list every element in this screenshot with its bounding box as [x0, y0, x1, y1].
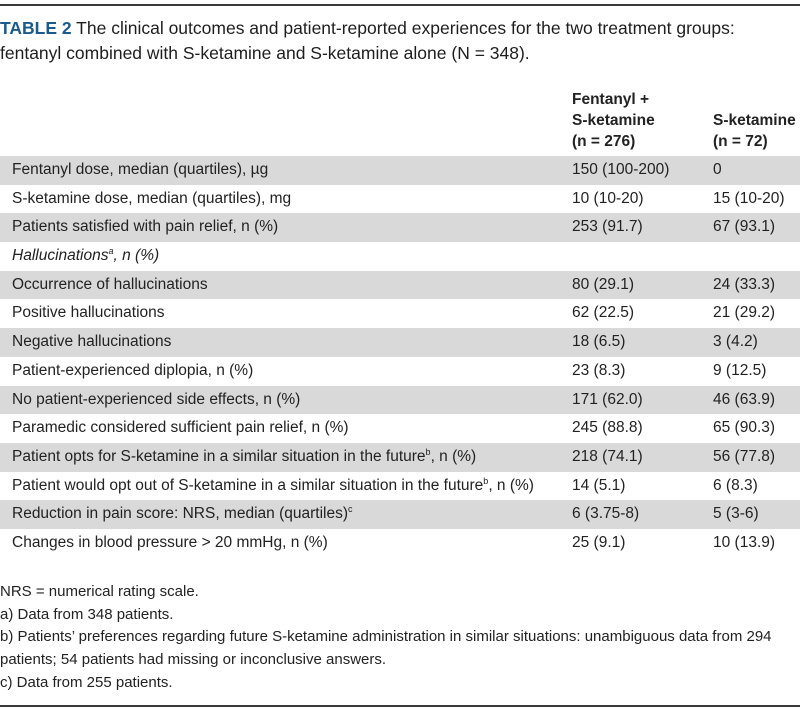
footnote: a) Data from 348 patients.: [0, 605, 174, 623]
cell-s-ketamine: 46 (63.9): [707, 385, 800, 415]
header-col2-line: S-ketamine: [713, 112, 796, 129]
row-label: Changes in blood pressure > 20 mmHg, n (…: [0, 528, 566, 558]
top-rule: [0, 4, 800, 6]
table-row: S-ketamine dose, median (quartiles), mg 1…: [0, 184, 800, 214]
row-label: Reduction in pain score: NRS, median (qu…: [0, 500, 566, 529]
table-row: Reduction in pain score: NRS, median (qu…: [0, 500, 800, 529]
table-row: Positive hallucinations 62 (22.5) 21 (29.2…: [0, 299, 800, 329]
cell-fentanyl-s-ketamine: 6 (3.75-8): [566, 500, 707, 529]
cell-s-ketamine: 0: [707, 156, 800, 185]
row-label: No patient-experienced side effects, n (…: [0, 385, 566, 415]
table-row: Occurrence of hallucinations 80 (29.1) 24 …: [0, 270, 800, 300]
row-label-text: Changes in blood pressure > 20 mmHg, n (…: [12, 533, 328, 551]
row-label: Patient opts for S-ketamine in a similar…: [0, 442, 566, 472]
row-label-footnote-marker: b: [425, 446, 431, 457]
row-label: Fentanyl dose, median (quartiles), µg: [0, 156, 566, 185]
row-label-text: Patient opts for S-ketamine in a similar…: [12, 447, 426, 465]
row-label-text: Patients satisfied with pain relief, n (…: [12, 218, 279, 236]
table-row: Patient-experienced diplopia, n (%) 23 (8…: [0, 356, 800, 386]
cell-fentanyl-s-ketamine: 18 (6.5): [566, 328, 707, 357]
cell-s-ketamine: 15 (10-20): [707, 184, 800, 214]
row-label-text: Positive hallucinations: [12, 304, 165, 322]
cell-fentanyl-s-ketamine: 245 (88.8): [566, 414, 707, 443]
table-row: No patient-experienced side effects, n (…: [0, 385, 800, 415]
header-label-col: [0, 82, 566, 156]
row-label: Negative hallucinations: [0, 328, 566, 357]
table-row: Hallucinationsa, n (%): [0, 242, 800, 271]
row-label-text: Fentanyl dose, median (quartiles), µg: [12, 161, 269, 178]
cell-fentanyl-s-ketamine: 10 (10-20): [566, 184, 707, 214]
row-label: Patients satisfied with pain relief, n (…: [0, 213, 566, 243]
row-label-text: Patient-experienced diplopia, n (%): [12, 361, 254, 379]
cell-s-ketamine: 5 (3-6): [707, 500, 800, 529]
row-label: Patient-experienced diplopia, n (%): [0, 356, 566, 386]
row-label: Occurrence of hallucinations: [0, 270, 566, 300]
header-col1-line: (n = 276): [572, 133, 636, 150]
cell-s-ketamine: 21 (29.2): [707, 299, 800, 329]
cell-s-ketamine: 24 (33.3): [707, 270, 800, 300]
table-row: Negative hallucinations 18 (6.5) 3 (4.2): [0, 328, 800, 357]
bottom-rule: [0, 705, 800, 707]
cell-s-ketamine: 10 (13.9): [707, 528, 800, 558]
row-label-text: Hallucinations: [12, 247, 109, 265]
cell-fentanyl-s-ketamine: 25 (9.1): [566, 528, 707, 558]
header-fentanyl-s-ketamine: Fentanyl + S-ketamine (n = 276): [566, 82, 707, 156]
header-col1-line: S-ketamine: [572, 112, 655, 129]
table-row: Patient opts for S-ketamine in a similar…: [0, 442, 800, 472]
cell-fentanyl-s-ketamine: 150 (100-200): [566, 156, 707, 185]
cell-fentanyl-s-ketamine: 80 (29.1): [566, 270, 707, 300]
cell-s-ketamine: 6 (8.3): [707, 471, 800, 501]
cell-fentanyl-s-ketamine: 171 (62.0): [566, 385, 707, 415]
row-label-footnote-marker: a: [108, 245, 114, 256]
table-body: Fentanyl dose, median (quartiles), µg 150…: [0, 156, 800, 558]
cell-fentanyl-s-ketamine: 253 (91.7): [566, 213, 707, 243]
table-label: TABLE 2: [0, 18, 72, 38]
caption-text: The clinical outcomes and patient-report…: [0, 18, 735, 63]
table-row: Paramedic considered sufficient pain rel…: [0, 414, 800, 443]
row-label: Positive hallucinations: [0, 299, 566, 329]
row-label-text: Occurrence of hallucinations: [12, 275, 208, 293]
cell-s-ketamine: [707, 242, 800, 271]
row-label-text: Patient would opt out of S-ketamine in a…: [12, 476, 484, 494]
row-label: Patient would opt out of S-ketamine in a…: [0, 471, 566, 501]
row-label: Hallucinationsa, n (%): [0, 242, 566, 271]
cell-fentanyl-s-ketamine: 14 (5.1): [566, 471, 707, 501]
row-label-tail: , n (%): [430, 447, 477, 465]
cell-fentanyl-s-ketamine: 218 (74.1): [566, 442, 707, 472]
footnotes: NRS = numerical rating scale. a) Data fr…: [0, 581, 800, 695]
header-s-ketamine: S-ketamine (n = 72): [707, 82, 800, 156]
footnote: c) Data from 255 patients.: [0, 673, 173, 691]
header-col2-line: (n = 72): [713, 133, 768, 150]
row-label-text: Negative hallucinations: [12, 333, 172, 351]
row-label: S-ketamine dose, median (quartiles), mg: [0, 184, 566, 214]
row-label-text: S-ketamine dose, median (quartiles), mg: [12, 189, 292, 207]
cell-fentanyl-s-ketamine: [566, 242, 707, 271]
cell-s-ketamine: 67 (93.1): [707, 213, 800, 243]
table-caption: TABLE 2 The clinical outcomes and patien…: [0, 16, 795, 66]
table-row: Patient would opt out of S-ketamine in a…: [0, 471, 800, 501]
row-label: Paramedic considered sufficient pain rel…: [0, 414, 566, 443]
row-label-text: Paramedic considered sufficient pain rel…: [12, 419, 349, 437]
cell-s-ketamine: 65 (90.3): [707, 414, 800, 443]
row-label-tail: , n (%): [113, 247, 160, 265]
row-label-tail: , n (%): [488, 476, 534, 494]
cell-fentanyl-s-ketamine: 23 (8.3): [566, 356, 707, 386]
row-label-text: No patient-experienced side effects, n (…: [12, 390, 301, 408]
cell-fentanyl-s-ketamine: 62 (22.5): [566, 299, 707, 329]
footnote: NRS = numerical rating scale.: [0, 583, 199, 600]
outcomes-table: Fentanyl + S-ketamine (n = 276) S-ketami…: [0, 82, 800, 558]
header-col1-line: Fentanyl +: [572, 91, 650, 108]
row-label-footnote-marker: b: [483, 475, 489, 486]
cell-s-ketamine: 3 (4.2): [707, 328, 800, 357]
table-row: Patients satisfied with pain relief, n (…: [0, 213, 800, 243]
cell-s-ketamine: 9 (12.5): [707, 356, 800, 386]
row-label-text: Reduction in pain score: NRS, median (qu…: [12, 505, 348, 523]
table-row: Changes in blood pressure > 20 mmHg, n (…: [0, 528, 800, 558]
table-row: Fentanyl dose, median (quartiles), µg 150…: [0, 156, 800, 185]
row-label-footnote-marker: c: [348, 504, 353, 515]
header-row: Fentanyl + S-ketamine (n = 276) S-ketami…: [0, 82, 800, 156]
cell-s-ketamine: 56 (77.8): [707, 442, 800, 472]
footnote: b) Patients’ preferences regarding futur…: [0, 628, 772, 669]
